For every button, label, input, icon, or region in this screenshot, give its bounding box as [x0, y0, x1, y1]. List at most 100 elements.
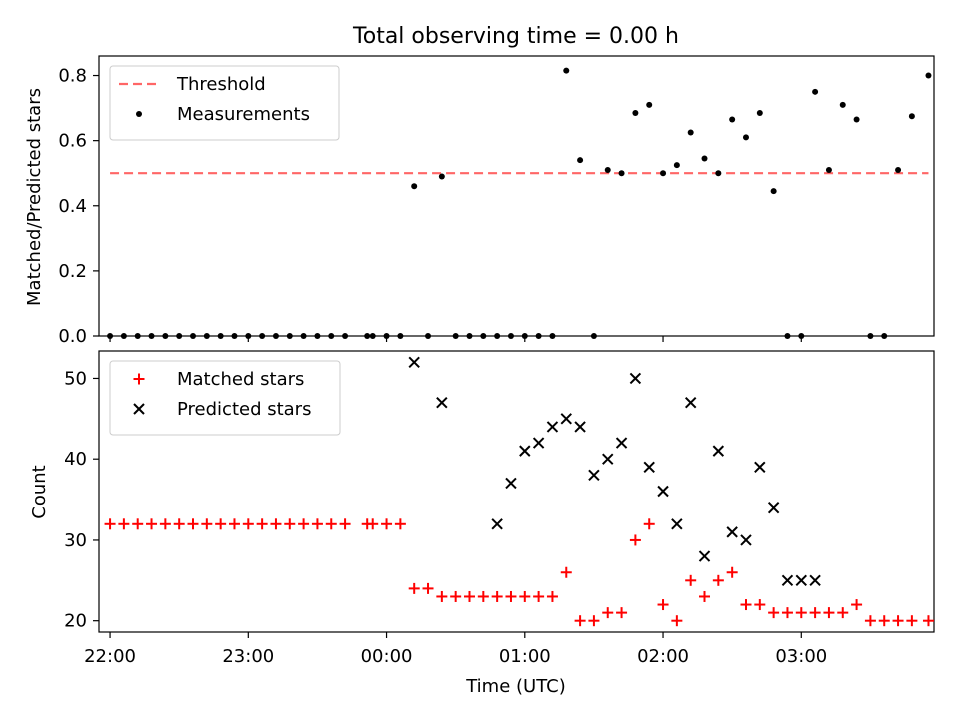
- bottom-x-tick-label: 01:00: [499, 646, 551, 667]
- measurement-point: [673, 162, 680, 169]
- measurement-point: [812, 88, 819, 95]
- measurement-point: [300, 333, 307, 339]
- measurement-point: [825, 166, 832, 173]
- bottom-axes-frame: [98, 350, 935, 633]
- measurement-point: [120, 333, 127, 339]
- predicted-star-point: [726, 526, 738, 538]
- matched-star-point: [408, 582, 420, 594]
- matched-star-point: [173, 518, 185, 530]
- matched-star-point: [256, 518, 268, 530]
- measurement-point: [397, 333, 404, 339]
- legend-label: Predicted stars: [177, 399, 311, 420]
- bottom-y-tick-label: 40: [64, 449, 87, 470]
- matched-star-point: [339, 518, 351, 530]
- matched-star-point: [159, 518, 171, 530]
- measurement-point: [784, 333, 791, 339]
- measurement-point: [549, 333, 556, 339]
- matched-star-point: [394, 518, 406, 530]
- measurement-point: [452, 333, 459, 339]
- measurement-point: [466, 333, 473, 339]
- matched-star-point: [726, 566, 738, 578]
- legend-label: Matched stars: [177, 369, 304, 390]
- legend-label: Measurements: [177, 104, 310, 125]
- measurement-point: [756, 109, 763, 116]
- matched-star-point: [311, 518, 323, 530]
- matched-star-point: [685, 574, 697, 586]
- predicted-star-point: [671, 518, 683, 530]
- matched-star-point: [602, 607, 614, 619]
- matched-star-point: [325, 518, 337, 530]
- predicted-star-point: [684, 396, 697, 409]
- matched-star-point: [671, 615, 683, 627]
- bottom-x-tick-label: 02:00: [637, 646, 689, 667]
- measurement-point: [521, 333, 528, 339]
- bottom-y-tick-label: 30: [64, 530, 87, 551]
- measurement-point: [438, 173, 445, 180]
- matched-star-point: [546, 590, 558, 602]
- measurement-point: [286, 333, 293, 339]
- matched-star-point: [146, 518, 158, 530]
- matched-star-point: [201, 518, 213, 530]
- top-y-tick-label: 0.0: [58, 326, 87, 347]
- predicted-star-point: [643, 461, 655, 473]
- predicted-star-point: [519, 445, 531, 457]
- predicted-star-point: [491, 518, 503, 530]
- matched-star-point: [781, 607, 793, 619]
- matched-star-point: [132, 518, 144, 530]
- measurement-point: [494, 333, 501, 339]
- matched-star-point: [491, 590, 503, 602]
- measurement-point: [190, 333, 197, 339]
- measurement-point: [272, 333, 279, 339]
- matched-star-point: [922, 615, 934, 627]
- matched-star-point: [533, 590, 545, 602]
- bottom-x-tick-label: 23:00: [222, 646, 274, 667]
- measurement-point: [328, 333, 335, 339]
- matched-star-point: [754, 599, 766, 611]
- top-legend: Threshold Measurements: [109, 65, 340, 141]
- x-axis-label: Time (UTC): [465, 676, 566, 697]
- matched-star-point: [616, 607, 628, 619]
- matched-star-point: [892, 615, 904, 627]
- measurement-point: [867, 333, 874, 339]
- measurement-point: [618, 170, 625, 177]
- predicted-star-point: [574, 421, 586, 433]
- matched-star-point: [643, 518, 655, 530]
- matched-star-point: [768, 607, 780, 619]
- top-y-tick-label: 0.2: [58, 261, 87, 282]
- measurement-point: [632, 109, 639, 116]
- matched-star-point: [629, 534, 641, 546]
- predicted-star-point: [781, 574, 794, 587]
- measurement-point: [162, 333, 169, 339]
- measurement-point: [245, 333, 252, 339]
- matched-star-point: [878, 615, 890, 627]
- predicted-star-point: [588, 469, 600, 482]
- matched-star-point: [422, 582, 434, 594]
- measurement-point: [646, 101, 653, 108]
- bottom-x-tick-label: 00:00: [361, 646, 413, 667]
- bottom-y-axis-label: Count: [29, 465, 50, 518]
- bottom-x-tick-label: 22:00: [84, 646, 136, 667]
- legend-box: [109, 65, 340, 141]
- measurement-point: [364, 333, 371, 339]
- predicted-star-point: [712, 445, 725, 457]
- predicted-star-point: [795, 574, 807, 587]
- top-y-tick-label: 0.6: [58, 131, 87, 152]
- measurement-point: [369, 333, 376, 339]
- measurement-point: [507, 333, 514, 339]
- matched-star-point: [104, 518, 116, 530]
- measurement-point: [881, 333, 888, 339]
- measurement-point: [148, 333, 155, 339]
- predicted-star-point: [560, 413, 572, 425]
- measurement-point: [577, 157, 584, 164]
- measurement-point: [134, 333, 141, 339]
- top-y-tick-label: 0.8: [58, 66, 87, 87]
- matched-star-point: [118, 518, 130, 530]
- matched-star-point: [560, 566, 572, 578]
- predicted-star-point: [532, 437, 545, 449]
- measurement-point: [259, 333, 266, 339]
- measurement-point: [701, 155, 708, 162]
- matched-star-point: [187, 518, 199, 530]
- measurement-point: [604, 166, 611, 173]
- matched-star-point: [215, 518, 227, 530]
